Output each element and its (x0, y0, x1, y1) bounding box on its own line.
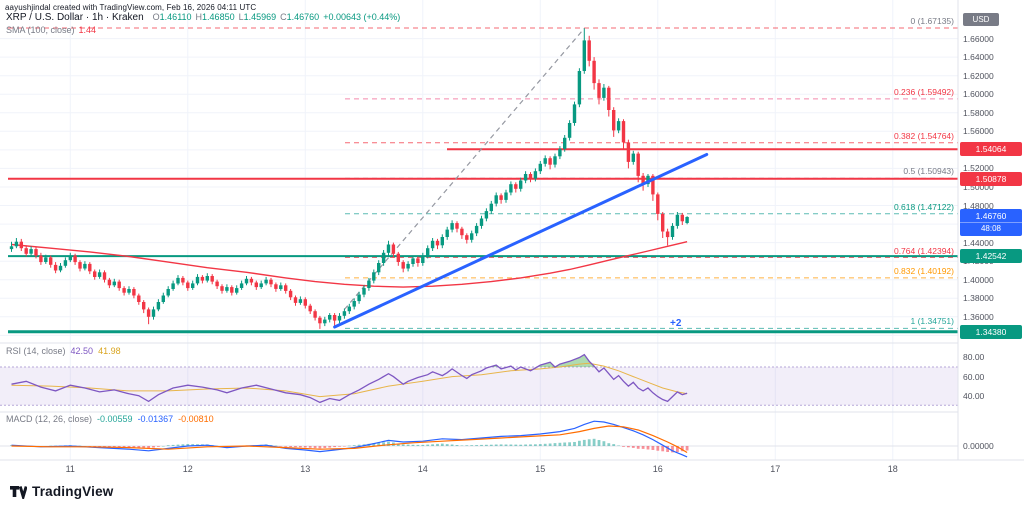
price-badge: 1.46760 48:08 (960, 209, 1022, 236)
fib-level-label: 0.618 (1.47122) (893, 201, 954, 212)
price-axis-label: 1.52000 (963, 163, 994, 174)
fib-level-label: 0.382 (1.54764) (893, 130, 954, 141)
rsi-axis-label: 40.00 (963, 390, 985, 401)
time-axis-label: 18 (887, 464, 898, 474)
rsi-line (11, 353, 688, 404)
macd-panel (0, 420, 958, 458)
low-label: L (238, 12, 244, 22)
time-axis-label: 15 (535, 464, 546, 474)
price-axis-label: 1.58000 (963, 107, 994, 118)
open-value: 1.46110 (159, 12, 192, 22)
macd-line (11, 420, 688, 458)
symbol-title[interactable]: XRP / U.S. Dollar · 1h · Kraken (6, 12, 144, 23)
time-axis[interactable] (0, 460, 1024, 478)
rsi-legend[interactable]: RSI (14, close) 42.50 41.98 (6, 346, 121, 356)
currency-selector[interactable]: USD (963, 13, 999, 26)
trend-line[interactable] (333, 152, 709, 329)
macd-line-value: -0.01367 (137, 414, 174, 424)
time-axis-label: 11 (65, 464, 75, 474)
price-axis-label: 1.62000 (963, 70, 994, 81)
fib-level-label: 0.236 (1.59492) (893, 86, 954, 97)
fib-level-label: 1 (1.34751) (910, 316, 954, 327)
sma-label: SMA (100, close) (6, 25, 75, 35)
horizontal-level-lines[interactable] (8, 148, 958, 334)
fib-level-label: 0.764 (1.42394) (893, 245, 954, 256)
candles[interactable] (9, 28, 689, 329)
tradingview-logo[interactable]: TradingView (10, 483, 113, 499)
price-badge: 1.42542 (960, 249, 1022, 264)
price-axis-label: 1.56000 (963, 126, 994, 137)
attribution-text: aayushjindal created with TradingView.co… (5, 3, 257, 12)
fib-level-label: 0.5 (1.50943) (903, 166, 954, 177)
price-axis-label: 1.40000 (963, 274, 994, 285)
price-axis-label: 1.48000 (963, 200, 994, 211)
macd-label: MACD (12, 26, close) (6, 414, 93, 424)
rsi-ma-line (11, 362, 688, 398)
price-badge: 1.34380 (960, 324, 1022, 339)
tradingview-logo-text: TradingView (32, 483, 114, 499)
rsi-axis-label: 60.00 (963, 371, 985, 382)
rsi-axis-label: 80.00 (963, 352, 985, 363)
rsi-ma-value: 41.98 (98, 346, 121, 356)
low-value: 1.45969 (243, 12, 277, 22)
close-value: 1.46760 (286, 12, 320, 22)
sma-100-line[interactable] (11, 241, 688, 288)
tradingview-logo-icon (10, 486, 27, 499)
guide-dashed-line[interactable] (343, 27, 585, 310)
price-axis-label: 1.60000 (963, 89, 994, 100)
price-badge: 1.50878 (960, 171, 1022, 186)
time-axis-label: 14 (417, 464, 428, 474)
open-label: O (152, 12, 160, 22)
time-axis-label: 16 (652, 464, 663, 474)
rsi-label: RSI (14, close) (6, 346, 66, 356)
price-axis-label: 1.38000 (963, 293, 994, 304)
price-axis-label: 1.64000 (963, 52, 994, 63)
macd-hist-value: -0.00559 (97, 414, 133, 424)
change-value: +0.00643 (+0.44%) (323, 12, 401, 22)
macd-axis-label: 0.00000 (963, 441, 994, 451)
rsi-value: 42.50 (70, 346, 94, 356)
price-badge: 1.54064 (960, 142, 1022, 157)
sma-legend[interactable]: SMA (100, close) 1.44 (6, 25, 96, 35)
price-axis-label: 1.50000 (963, 181, 994, 192)
symbol-legend: XRP / U.S. Dollar · 1h · Kraken O1.46110 H… (6, 12, 400, 23)
fib-level-label: 0 (1.67135) (910, 16, 954, 27)
price-axis-label: 1.66000 (963, 33, 994, 44)
fib-level-label: 0.832 (1.40192) (893, 265, 954, 276)
high-value: 1.46850 (202, 12, 235, 22)
drawing-count-badge[interactable]: +2 (670, 318, 682, 329)
price-axis-label: 1.44000 (963, 237, 994, 248)
time-axis-label: 17 (770, 464, 781, 474)
sma-value: 1.44 (78, 25, 97, 35)
macd-legend[interactable]: MACD (12, 26, close) -0.00559 -0.01367 -0.0… (6, 414, 214, 424)
macd-signal-value: -0.00810 (178, 414, 214, 424)
close-label: C (280, 12, 287, 22)
macd-signal-line (11, 425, 688, 454)
price-axis-label: 1.36000 (963, 311, 994, 322)
time-axis-label: 13 (300, 464, 311, 474)
rsi-panel (0, 353, 958, 406)
time-axis-label: 12 (182, 464, 193, 474)
bar-close-countdown: 48:08 (960, 222, 1022, 235)
high-label: H (195, 12, 203, 22)
